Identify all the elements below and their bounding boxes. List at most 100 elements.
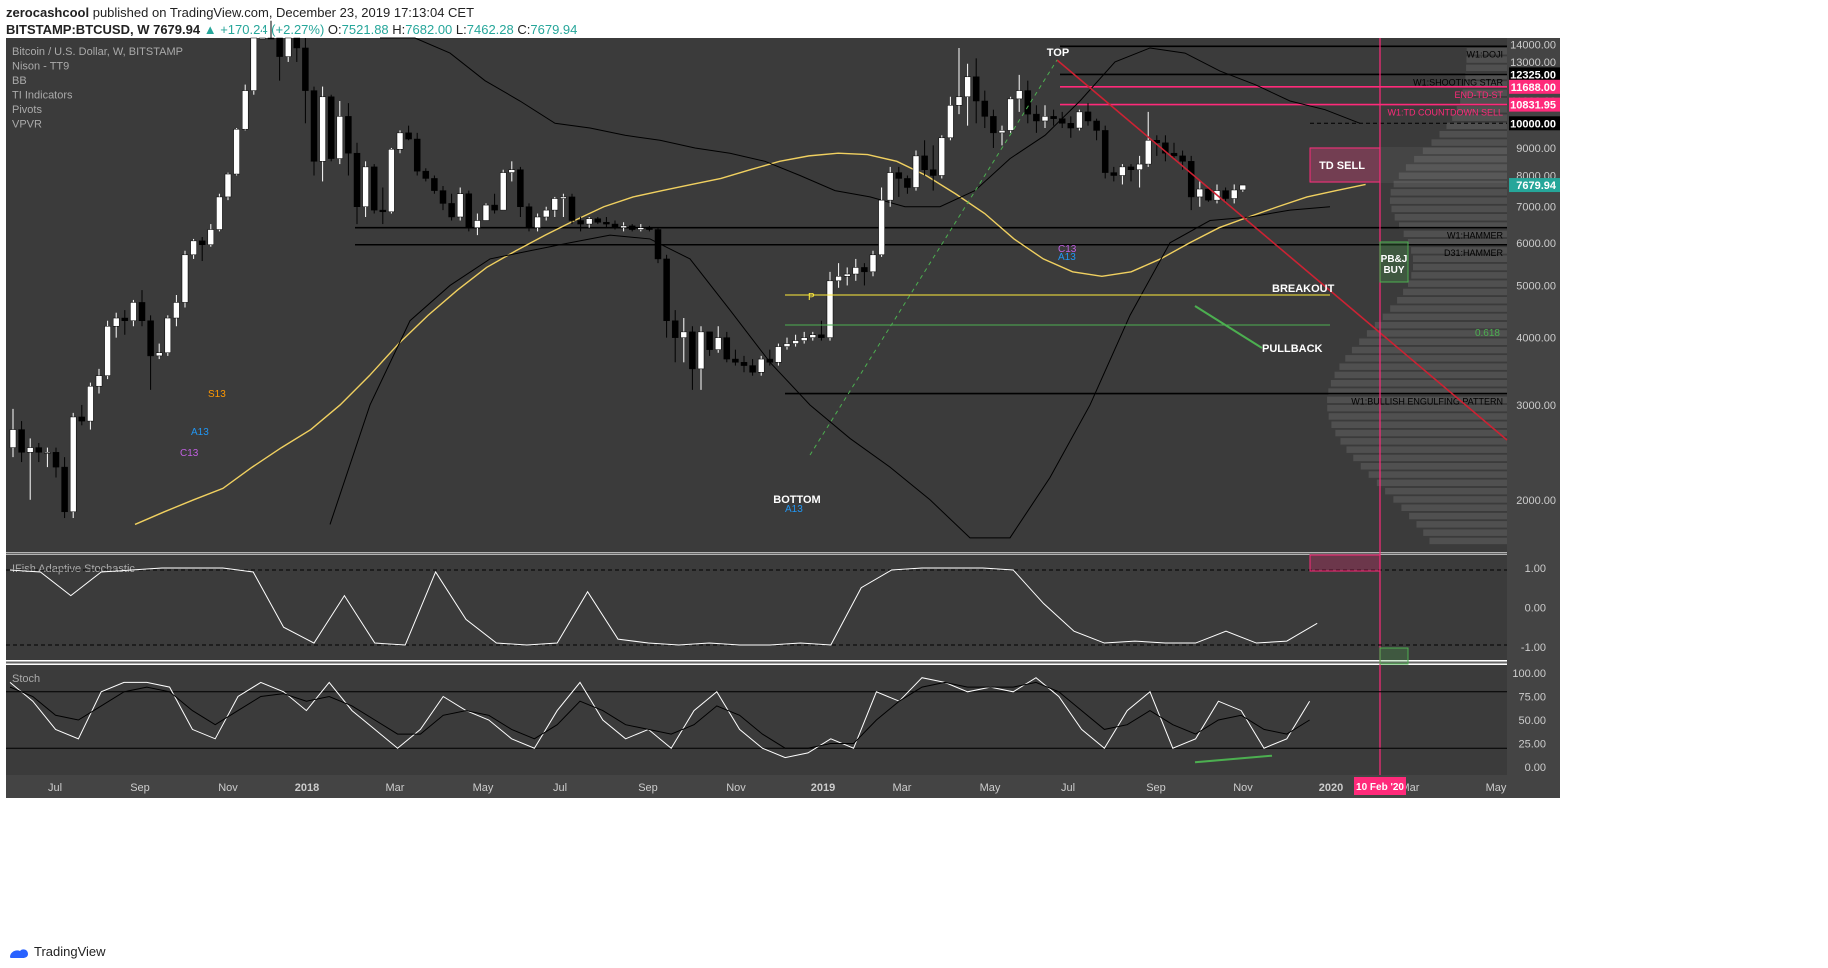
candle-body [233,128,240,175]
td-setup-label: A13 [1058,252,1076,263]
candle-body [345,116,352,154]
candle-body [517,169,524,207]
stoch-tick-label: 75.00 [1518,692,1546,704]
volume-profile-bar [1407,280,1507,287]
candle-body [998,130,1006,134]
candle-body [826,280,834,338]
volume-profile-bar [1462,89,1507,96]
candle-body [52,452,60,468]
price-tick-label: 7000.00 [1516,202,1556,214]
bottom-label: BOTTOM [773,494,820,506]
volume-profile-bar [1393,496,1507,503]
pbj-buy-box [1379,241,1409,283]
volume-profile-bar [1456,106,1507,113]
candle-body [1144,140,1152,165]
uptrend-dashed-line [809,59,1058,456]
volume-profile-bar [1405,164,1507,171]
volume-profile-bar [1328,413,1507,420]
candle-body [499,172,507,211]
volume-profile-bar [1339,363,1507,370]
volume-profile-bar [1403,230,1507,238]
time-tick-label: Mar [386,782,405,794]
ifish-tick-label: -1.00 [1521,642,1546,654]
candle-body [147,320,154,357]
candle-body [1170,152,1178,157]
time-axis-bg [6,775,1560,798]
volume-profile-bar [1368,471,1507,478]
candle-body [284,37,292,57]
volume-profile-bar [1351,346,1507,354]
candle-body [121,317,129,321]
legend-item: Pivots [12,104,42,116]
time-tick-label: Mar [893,782,912,794]
stoch-tick-label: 25.00 [1518,739,1546,751]
legend-item: Bitcoin / U.S. Dollar, W, BITSTAMP [12,46,183,58]
td-setup-label: S13 [208,389,226,400]
candle-body [809,334,817,338]
candle-body [947,105,954,139]
price-chart[interactable]: 14000.0013000.0012000.0011000.0010000.00… [0,0,1828,938]
tradingview-logo[interactable]: TradingView [8,944,106,960]
td-setup-label: C13 [1058,244,1077,255]
volume-profile-bar [1393,180,1507,188]
candle-body [319,96,326,162]
candle-body [276,37,283,57]
price-label: 11688.00 [1511,82,1556,94]
author-name[interactable]: zerocashcool [6,5,90,20]
candle-body [465,193,473,228]
candle-body [35,447,43,453]
open-label: O: [327,22,342,37]
volume-profile-bar [1423,529,1507,536]
close-value: 7679.94 [530,22,578,37]
stoch-d-line [9,681,1310,749]
pullback-line [1194,305,1263,349]
candle-body [1196,188,1204,198]
candle-body [78,416,86,422]
ifish-sell-box [1309,554,1381,572]
time-tick-label: Nov [1233,782,1253,794]
candle-body [1205,188,1212,201]
volume-profile-bar [1376,479,1507,487]
candle-body [646,227,653,230]
candle-body [525,206,533,228]
up-triangle-icon: ▲ [203,22,217,37]
candle-body [44,452,51,454]
price-label-box [1509,178,1560,193]
price-tick-label: 9000.00 [1516,143,1556,155]
time-tick-label: May [980,782,1001,794]
candle-body [542,209,550,218]
candle-body [551,198,559,211]
td-setup-label: C13 [180,448,199,459]
candle-body [912,155,920,188]
price-tick-label: 3000.00 [1516,400,1556,412]
candle-body [886,172,894,201]
candle-body [302,47,309,91]
volume-profile-bar [1403,288,1507,296]
volume-profile-bar [1439,131,1507,138]
volume-profile-bar [1431,139,1507,146]
candle-body [112,317,120,327]
volume-profile-bar [1398,172,1507,179]
stoch-tick-label: 100.00 [1512,668,1546,680]
candle-body [61,466,68,513]
candle-body [491,204,498,211]
candle-body [852,267,860,275]
candle-body [568,196,576,221]
symbol-name[interactable]: BITSTAMP:BTCUSD, W [6,22,150,37]
price-tick-label: 5000.00 [1516,280,1556,292]
pbj-buy-label: PB&J [1381,254,1408,265]
candle-body [972,76,980,102]
volume-profile-bar [1446,122,1507,130]
candle-body [654,229,662,260]
td-setup-label: A13 [785,504,803,515]
time-tick-label: Sep [1146,782,1166,794]
candle-body [818,334,825,338]
td-sell-zone [1310,147,1507,183]
candle-body [560,196,567,199]
candle-body [422,170,430,179]
td-sell-box [1309,147,1381,183]
volume-profile-bar [1401,504,1507,511]
candle-body [1101,130,1109,173]
volume-profile-bar [1397,297,1507,304]
candle-body [405,132,412,140]
